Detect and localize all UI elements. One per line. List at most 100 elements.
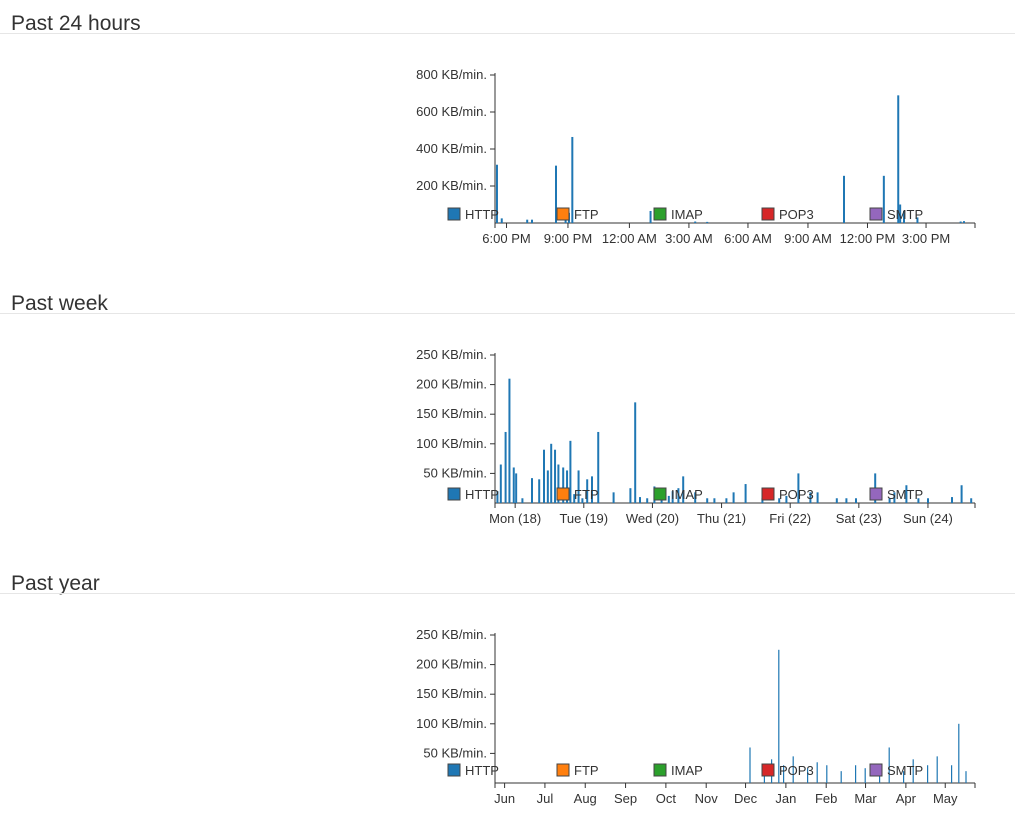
bar-http (612, 492, 615, 503)
bar-http (785, 495, 788, 503)
y-tick-label: 250 KB/min. (416, 627, 487, 642)
x-tick-label: May (933, 791, 958, 806)
x-tick-label: Mar (854, 791, 877, 806)
section-past-24-hours: Past 24 hours 200 KB/min. 400 KB/min. 600 … (0, 0, 1015, 280)
bar-http (694, 492, 697, 503)
legend-label-pop3: POP3 (779, 487, 814, 502)
y-tick-label: 200 KB/min. (416, 657, 487, 672)
x-tick-label: 3:00 AM (665, 231, 713, 246)
bar-http (835, 498, 838, 503)
section-past-year: Past year 50 KB/min. 100 KB/min. 150 KB/mi… (0, 560, 1015, 831)
x-tick-label: Jun (494, 791, 515, 806)
legend-label-http: HTTP (465, 763, 499, 778)
bar-http (809, 492, 812, 503)
bar-http (778, 649, 780, 783)
bar-http (960, 485, 963, 503)
bar-http (581, 498, 584, 503)
bar-http (763, 771, 765, 783)
legend-label-imap: IMAP (671, 763, 703, 778)
bar-http (912, 759, 914, 783)
bar-http (843, 175, 845, 223)
bar-http (797, 473, 800, 503)
x-tick-label: 9:00 AM (784, 231, 832, 246)
bar-http (816, 492, 819, 503)
bar-http (713, 498, 716, 503)
bar-http (807, 768, 809, 783)
legend-label-ftp: FTP (574, 763, 599, 778)
bar-http (903, 771, 905, 783)
bar-http (538, 479, 541, 503)
legend-swatch-smtp (869, 763, 883, 777)
legend-label-imap: IMAP (671, 207, 703, 222)
bar-http (749, 747, 751, 783)
bar-http (499, 464, 502, 503)
chart-past-24-hours: 200 KB/min. 400 KB/min. 600 KB/min. 800 KB/… (0, 50, 1015, 280)
bar-http (899, 204, 902, 223)
section-divider (0, 313, 1015, 314)
chart-past-week: 50 KB/min. 100 KB/min. 150 KB/min. 200 KB/m… (0, 330, 1015, 560)
x-tick-label: 6:00 AM (724, 231, 772, 246)
bar-http (845, 498, 848, 503)
bar-http (706, 498, 709, 503)
section-divider (0, 593, 1015, 594)
bar-http (855, 765, 857, 783)
section-title: Past 24 hours (11, 12, 141, 35)
legend-label-ftp: FTP (574, 487, 599, 502)
bar-http (682, 476, 685, 503)
section-title: Past year (11, 572, 100, 595)
bar-http (958, 723, 960, 783)
bar-http (840, 771, 842, 783)
bar-http (566, 470, 569, 503)
bars (749, 649, 967, 783)
bar-http (951, 765, 953, 783)
legend-label-smtp: SMTP (887, 487, 923, 502)
legend-swatch-pop3 (761, 487, 775, 501)
legend-swatch-http (447, 763, 461, 777)
bar-http (562, 467, 565, 503)
bar-http (694, 221, 697, 223)
bar-http (970, 498, 973, 503)
x-tick-label: 12:00 PM (840, 231, 896, 246)
chart-past-year: 50 KB/min. 100 KB/min. 150 KB/min. 200 KB/m… (0, 610, 1015, 831)
bar-http (571, 136, 574, 223)
bar-http (677, 488, 680, 503)
axes: 50 KB/min. 100 KB/min. 150 KB/min. 200 KB/m… (416, 347, 976, 526)
bar-http (577, 470, 580, 503)
bar-http (888, 498, 891, 503)
legend-swatch-http (447, 487, 461, 501)
legend-label-ftp: FTP (574, 207, 599, 222)
legend-swatch-ftp (556, 763, 570, 777)
x-tick-label: 3:00 PM (902, 231, 950, 246)
bars (495, 95, 965, 223)
bar-http (882, 175, 885, 223)
x-tick-label: Oct (656, 791, 677, 806)
x-tick-label: Apr (896, 791, 917, 806)
bar-http (744, 484, 747, 503)
legend-label-imap: IMAP (671, 487, 703, 502)
bar-http (629, 488, 632, 503)
bar-http (586, 479, 589, 503)
bar-http (897, 95, 900, 223)
legend: HTTP FTP IMAP POP3 SMTP (447, 487, 923, 502)
bar-http (667, 495, 670, 503)
x-tick-label: Sun (24) (903, 511, 953, 526)
bar-http (792, 756, 794, 783)
x-tick-label: 6:00 PM (482, 231, 530, 246)
x-tick-label: Nov (695, 791, 719, 806)
bar-http (555, 165, 557, 223)
x-tick-label: Mon (18) (489, 511, 541, 526)
bar-http (526, 219, 529, 223)
bar-http (927, 498, 929, 503)
legend-swatch-imap (653, 207, 667, 221)
bar-http (778, 498, 781, 503)
bar-http (963, 221, 965, 223)
x-tick-label: Dec (734, 791, 758, 806)
legend-label-http: HTTP (465, 487, 499, 502)
bar-http (521, 498, 524, 503)
bar-http (917, 498, 920, 503)
legend-swatch-ftp (556, 207, 570, 221)
bar-http (496, 491, 499, 503)
y-tick-label: 200 KB/min. (416, 178, 487, 193)
legend-swatch-ftp (556, 487, 570, 501)
bar-http (761, 498, 764, 503)
